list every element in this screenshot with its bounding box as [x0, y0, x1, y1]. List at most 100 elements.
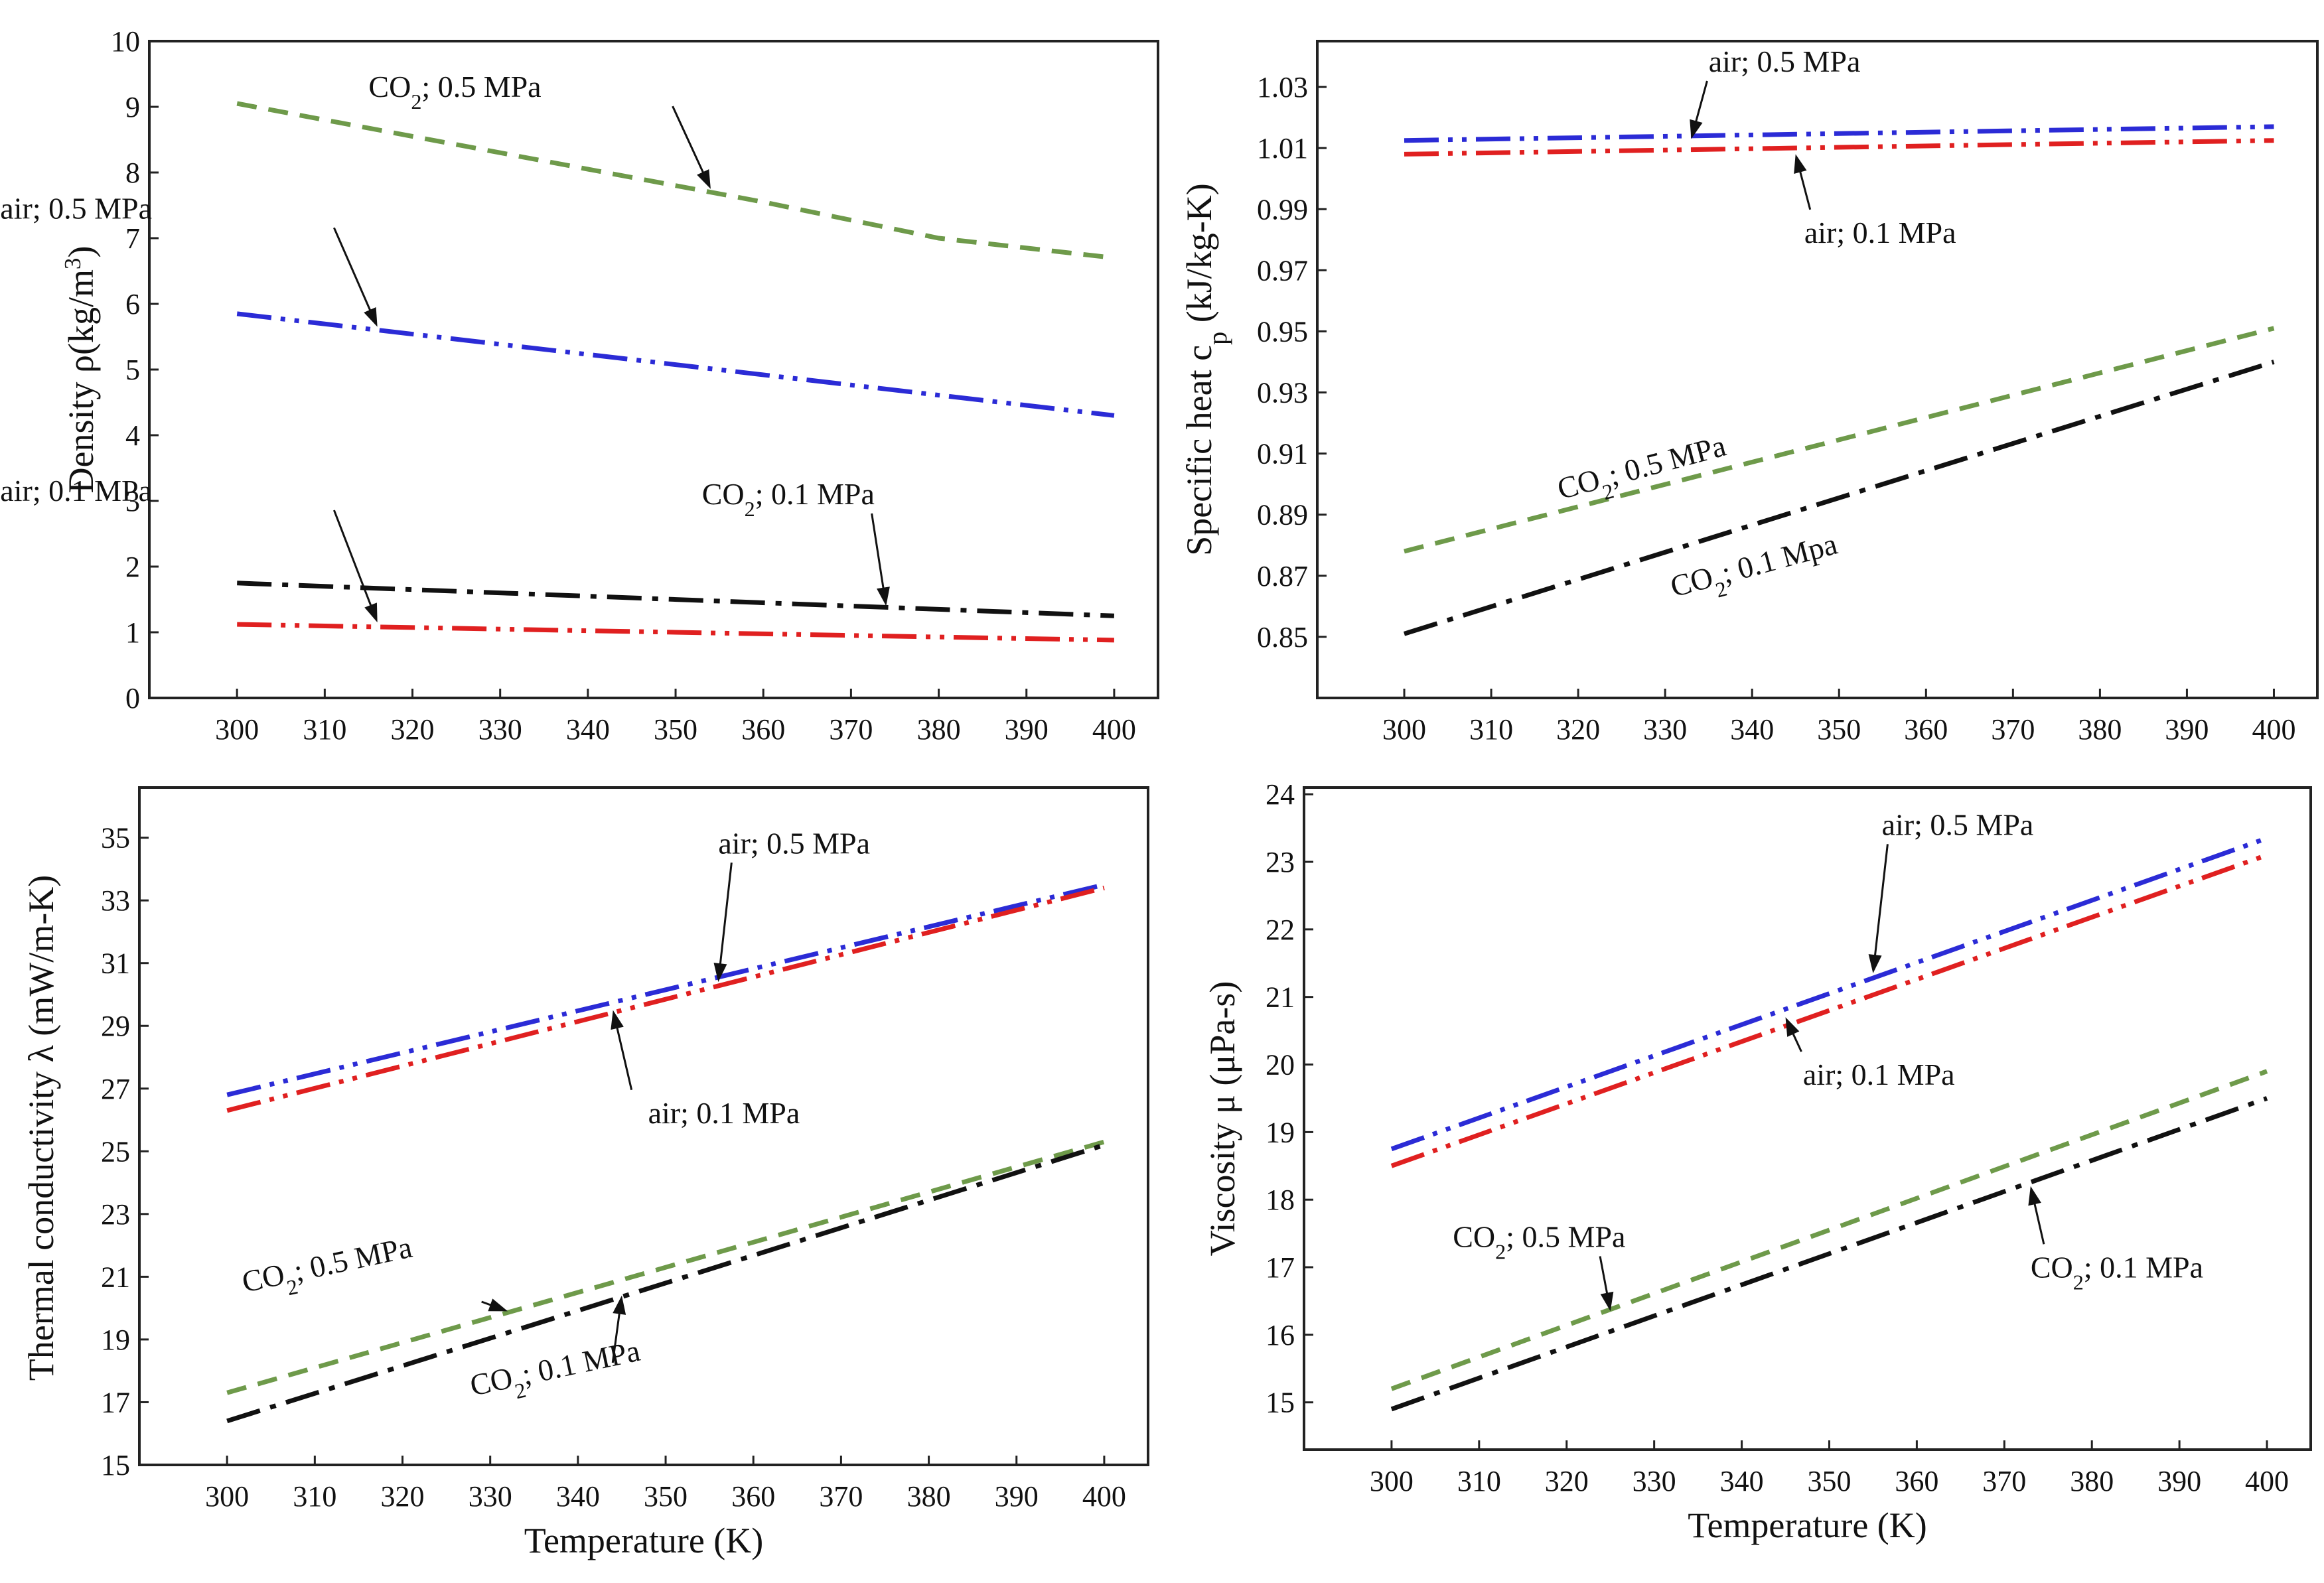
y-tick-label: 10	[111, 25, 140, 58]
x-tick-label: 340	[566, 713, 610, 746]
y-tick-label: 3	[125, 485, 140, 517]
x-tick-label: 320	[381, 1480, 425, 1513]
series-line-air-0-1-mpa	[237, 622, 1114, 643]
y-tick-label: 1.03	[1257, 71, 1308, 103]
y-tick-label: 6	[125, 288, 140, 320]
y-tick-label: 16	[1266, 1319, 1295, 1351]
annotation-label: CO2; 0.1 MPa	[2031, 1250, 2203, 1294]
series-line-air-0-5-mpa	[226, 882, 1105, 1097]
annotation-label: CO2; 0.1 MPa	[467, 1334, 645, 1412]
annotation-label: air; 0.5 MPa	[1709, 44, 1861, 78]
annotation-arrowhead	[1785, 1017, 1800, 1037]
x-tick-label: 370	[1991, 713, 2035, 746]
series-line-co2-0-5-mpa	[1404, 326, 2275, 554]
x-tick-label: 320	[1556, 713, 1600, 746]
y-axis-title: Density ρ(kg/m3)	[60, 246, 102, 494]
y-tick-label: 0.95	[1257, 315, 1308, 348]
y-tick-label: 1	[125, 616, 140, 649]
y-tick-label: 0.89	[1257, 499, 1308, 531]
x-tick-label: 400	[2245, 1465, 2289, 1497]
x-tick-label: 340	[1730, 713, 1774, 746]
x-tick-label: 370	[829, 713, 873, 746]
annotation-arrowhead	[613, 1295, 626, 1315]
x-tick-label: 380	[2070, 1465, 2114, 1497]
y-tick-label: 17	[1266, 1251, 1295, 1284]
annotation-label: CO2; 0.5 MPa	[1453, 1219, 1625, 1263]
annotation-arrow	[615, 1021, 633, 1091]
annotation-arrow	[1693, 80, 1708, 128]
annotation-arrow	[333, 510, 374, 612]
x-tick-label: 330	[478, 713, 522, 746]
y-tick-label: 20	[1266, 1049, 1295, 1081]
y-tick-label: 21	[101, 1261, 130, 1293]
x-tick-label: 310	[293, 1480, 336, 1513]
annotation-label: air; 0.1 MPa	[0, 474, 152, 508]
annotation-arrowhead	[1868, 954, 1882, 974]
x-tick-label: 400	[1092, 713, 1136, 746]
annotation-label: air; 0.1 MPa	[1804, 216, 1956, 249]
y-tick-label: 5	[125, 354, 140, 386]
annotation-label: CO2; 0.1 MPa	[702, 477, 875, 521]
y-tick-label: 35	[101, 822, 130, 855]
x-tick-label: 390	[995, 1480, 1039, 1513]
x-tick-label: 360	[741, 713, 785, 746]
annotation-label: air; 0.5 MPa	[0, 191, 152, 225]
y-tick-label: 9	[125, 91, 140, 123]
series-line-co2-0-5-mpa	[236, 101, 1115, 261]
annotation-arrow	[1599, 1256, 1609, 1300]
x-tick-label: 300	[205, 1480, 249, 1513]
annotation-arrow	[672, 105, 707, 179]
annotation-arrowhead	[364, 602, 378, 623]
y-tick-label: 31	[101, 947, 130, 980]
annotation-arrowhead	[697, 169, 711, 189]
y-axis-title: Specific heat cp (kJ/kg-K)	[1179, 183, 1232, 556]
annotation-arrow	[611, 1307, 622, 1363]
y-tick-label: 23	[1266, 846, 1295, 878]
annotation-label: CO2; 0.5 MPa	[368, 70, 541, 113]
y-tick-label: 21	[1266, 981, 1295, 1014]
y-tick-label: 23	[101, 1198, 130, 1231]
panel-1: 300 310 320 330 340 350 360 370 380 390 400 0 1 2 3 4 5 6…	[0, 25, 1159, 746]
x-tick-label: 380	[907, 1480, 951, 1513]
x-tick-label: 370	[819, 1480, 863, 1513]
x-axis-title: Temperature (K)	[524, 1521, 764, 1560]
x-tick-label: 380	[917, 713, 961, 746]
annotation-arrowhead	[877, 586, 890, 606]
annotation-arrowhead	[2028, 1186, 2041, 1206]
y-axis-title: Thermal conductivity λ (mW/m-K)	[21, 875, 61, 1381]
y-tick-label: 7	[125, 222, 140, 255]
series-line-co2-0-5-mpa	[226, 1139, 1105, 1395]
x-tick-label: 300	[215, 713, 259, 746]
x-tick-label: 390	[2165, 713, 2209, 746]
annotation-label: CO2; 0.5 MPa	[1554, 429, 1731, 516]
plot-frame	[1303, 786, 2312, 1451]
panel-4: 300 310 320 330 340 350 360 370 380 390 400 15 16 17 1…	[1202, 778, 2312, 1545]
plot-frame	[138, 786, 1149, 1466]
annotation-arrow	[1873, 844, 1889, 962]
x-tick-label: 330	[1643, 713, 1687, 746]
series-line-co2-0-1-mpa	[1403, 360, 2275, 636]
x-tick-label: 340	[1720, 1465, 1764, 1497]
annotation-arrowhead	[488, 1298, 508, 1312]
panel-3: 300 310 320 330 340 350 360 370 380 390 400 15 17 19 2…	[21, 786, 1149, 1560]
x-tick-label: 390	[2157, 1465, 2201, 1497]
plot-frame	[1316, 40, 2319, 699]
y-tick-label: 0.99	[1257, 193, 1308, 226]
annotation-arrowhead	[1690, 119, 1703, 139]
x-tick-label: 330	[469, 1480, 512, 1513]
x-tick-label: 390	[1005, 713, 1049, 746]
y-tick-label: 4	[125, 419, 140, 452]
series-line-co2-0-1-mpa	[226, 1142, 1105, 1424]
x-tick-label: 370	[1982, 1465, 2026, 1497]
annotation-arrowhead	[713, 963, 727, 983]
y-tick-label: 24	[1266, 778, 1295, 811]
annotation-arrowhead	[611, 1010, 624, 1030]
series-line-air-0-1-mpa	[1404, 138, 2274, 157]
series-line-air-0-5-mpa	[1390, 836, 2268, 1152]
x-tick-label: 360	[731, 1480, 775, 1513]
y-tick-label: 29	[101, 1010, 130, 1042]
series-line-co2-0-5-mpa	[1390, 1069, 2268, 1391]
series-line-air-0-1-mpa	[1390, 853, 2268, 1168]
y-tick-label: 0.85	[1257, 621, 1308, 654]
